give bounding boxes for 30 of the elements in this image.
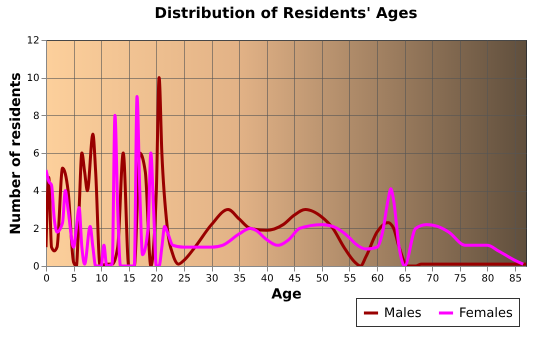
x-tick-label: 20 <box>150 274 164 284</box>
y-tick-label: 4 <box>33 186 40 198</box>
y-axis-title: Number of residents <box>8 72 24 235</box>
legend-label: Females <box>459 306 514 321</box>
x-axis-title: Age <box>271 286 302 302</box>
x-tick-label: 75 <box>454 274 467 284</box>
x-tick-label: 0 <box>43 274 50 284</box>
x-tick-label: 15 <box>122 274 136 284</box>
x-tick-label: 70 <box>426 274 440 284</box>
x-tick-label: 30 <box>206 274 218 284</box>
y-tick-label: 12 <box>26 36 40 46</box>
x-tick-label: 40 <box>260 274 274 284</box>
x-tick-label: 5 <box>70 274 78 284</box>
x-tick-label: 85 <box>509 274 522 284</box>
x-tick-label: 55 <box>344 274 356 284</box>
x-tick-label: 50 <box>316 274 329 284</box>
x-tick-label: 60 <box>371 274 384 284</box>
y-tick-label: 2 <box>33 224 40 235</box>
x-tick-label: 35 <box>233 274 246 284</box>
y-tick-label: 6 <box>33 148 40 160</box>
x-tick-label: 25 <box>178 274 191 284</box>
y-tick-label: 10 <box>26 73 40 84</box>
x-tick-label: 80 <box>482 274 494 284</box>
y-tick-label: 8 <box>33 110 40 122</box>
y-tick-label: 0 <box>33 262 40 272</box>
chart-title: Distribution of Residents' Ages <box>154 4 418 22</box>
x-tick-label: 45 <box>288 274 302 284</box>
legend-label: Males <box>384 306 422 321</box>
x-tick-label: 10 <box>95 274 108 284</box>
x-tick-label: 65 <box>398 274 412 284</box>
